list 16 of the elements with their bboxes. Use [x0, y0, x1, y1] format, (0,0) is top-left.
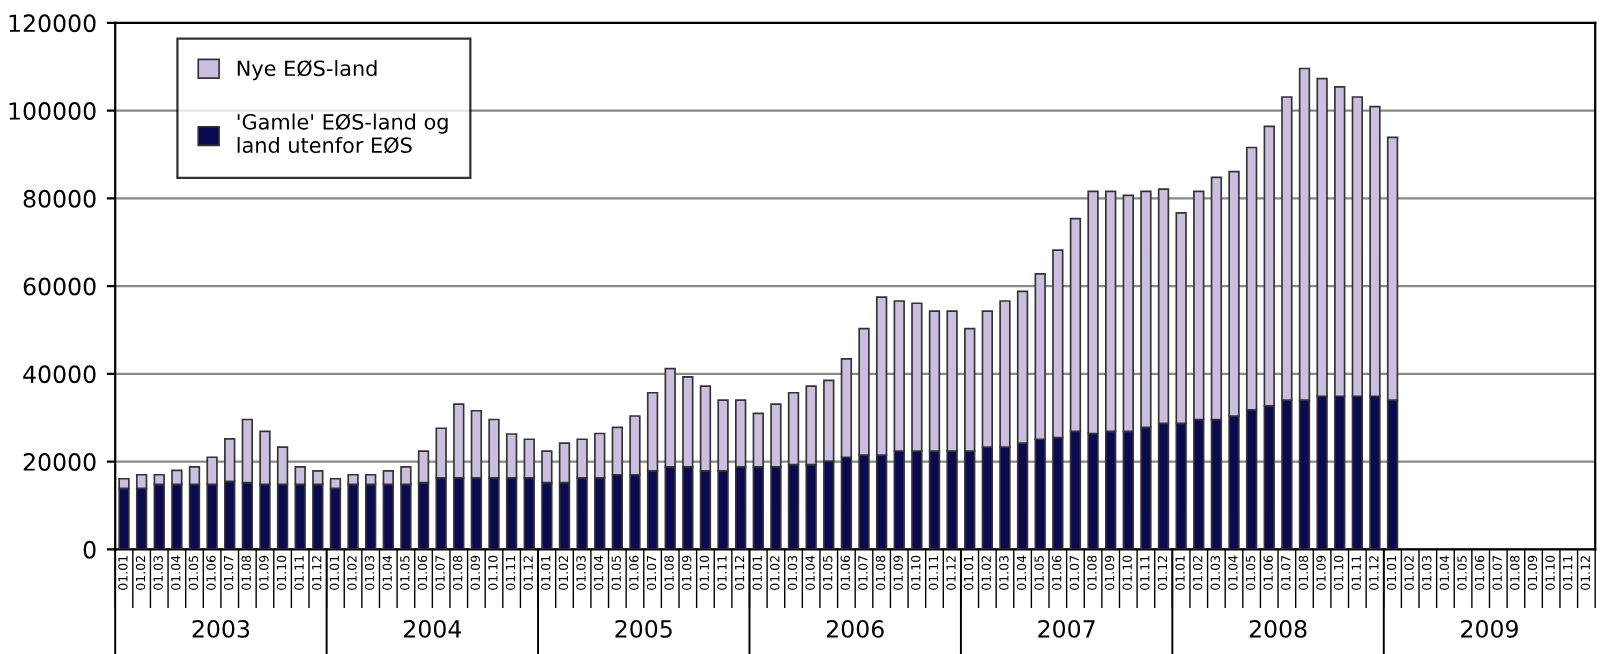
text: 2006: [826, 619, 884, 638]
y-tick-label: 80000: [23, 189, 96, 208]
text: 2005: [615, 619, 672, 638]
text: 2009: [1461, 619, 1518, 638]
text: 2003: [192, 619, 250, 638]
y-tick-label: 0: [83, 540, 96, 559]
y-tick-label: 60000: [23, 277, 96, 296]
text: 2007: [1038, 619, 1095, 638]
text: 2004: [404, 619, 462, 638]
y-tick-label: 40000: [23, 365, 96, 384]
text: 2008: [1249, 619, 1307, 638]
y-tick-label: 120000: [9, 14, 96, 33]
y-tick-label: 20000: [23, 453, 96, 471]
y-tick-label: 100000: [9, 102, 96, 120]
legend-label: 'Gamle' EØS-land og land utenfor EØS: [237, 113, 448, 154]
legend-label: Nye EØS-land: [237, 60, 377, 81]
